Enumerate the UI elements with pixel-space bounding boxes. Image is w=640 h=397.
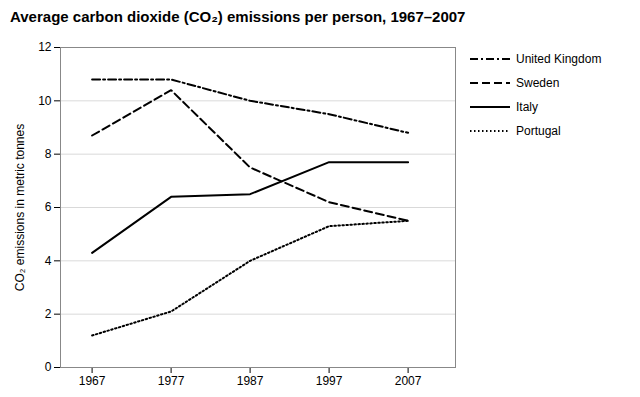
svg-text:2007: 2007	[395, 374, 422, 388]
svg-text:1977: 1977	[158, 374, 185, 388]
svg-text:1997: 1997	[316, 374, 343, 388]
svg-text:0: 0	[45, 360, 52, 374]
svg-text:6: 6	[45, 200, 52, 214]
svg-text:CO₂ emissions in metric tonnes: CO₂ emissions in metric tonnes	[13, 124, 27, 291]
svg-text:8: 8	[45, 147, 52, 161]
svg-text:1967: 1967	[79, 374, 106, 388]
svg-text:10: 10	[38, 94, 52, 108]
svg-text:2: 2	[45, 307, 52, 321]
html-text:Average carbon dioxide (CO₂) e: Average carbon dioxide (CO₂) emissions p…	[10, 8, 466, 25]
svg-text:4: 4	[45, 254, 52, 268]
svg-text:12: 12	[38, 40, 52, 54]
html-text:United Kingdom: United Kingdom	[516, 52, 602, 66]
html-text:Portugal: Portugal	[516, 124, 561, 138]
html-text:Italy: Italy	[516, 100, 538, 114]
svg-text:1987: 1987	[237, 374, 264, 388]
html-text:Sweden: Sweden	[516, 76, 560, 90]
